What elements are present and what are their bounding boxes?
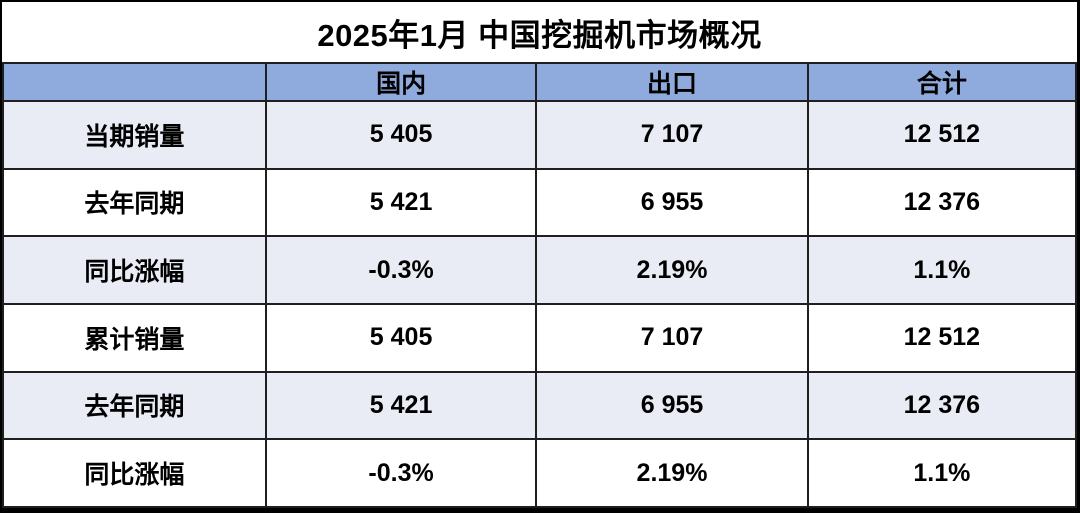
cell-domestic: -0.3% <box>264 438 538 508</box>
header-domestic: 国内 <box>264 62 538 102</box>
table-row-cumulative-sales: 累计销量 5 405 7 107 12 512 <box>2 302 1078 373</box>
cell-export: 6 955 <box>535 370 809 441</box>
table-row-current-sales: 当期销量 5 405 7 107 12 512 <box>2 100 1078 170</box>
cell-total: 1.1% <box>806 438 1078 508</box>
header-export: 出口 <box>535 62 809 102</box>
cell-domestic: 5 405 <box>264 100 538 170</box>
cell-total: 12 376 <box>806 167 1078 238</box>
cell-total: 1.1% <box>806 235 1078 305</box>
cell-total: 12 512 <box>806 302 1078 373</box>
row-label: 去年同期 <box>2 167 267 238</box>
cell-export: 2.19% <box>535 235 809 305</box>
cell-export: 7 107 <box>535 100 809 170</box>
cell-domestic: 5 421 <box>264 370 538 441</box>
cell-export: 7 107 <box>535 302 809 373</box>
row-label: 累计销量 <box>2 302 267 373</box>
table-header-row: 国内 出口 合计 <box>2 62 1078 102</box>
row-label: 同比涨幅 <box>2 438 267 508</box>
table-row-last-year-same-period: 去年同期 5 421 6 955 12 376 <box>2 167 1078 238</box>
page-title: 2025年1月 中国挖掘机市场概况 <box>2 2 1077 62</box>
cell-total: 12 512 <box>806 100 1078 170</box>
row-label: 去年同期 <box>2 370 267 441</box>
row-label: 当期销量 <box>2 100 267 170</box>
cell-export: 6 955 <box>535 167 809 238</box>
row-label: 同比涨幅 <box>2 235 267 305</box>
table-row-yoy-change-cumulative: 同比涨幅 -0.3% 2.19% 1.1% <box>2 438 1078 508</box>
table-row-last-year-same-period-cumulative: 去年同期 5 421 6 955 12 376 <box>2 370 1078 441</box>
cell-domestic: -0.3% <box>264 235 538 305</box>
header-corner-cell <box>2 62 267 102</box>
header-total: 合计 <box>806 62 1078 102</box>
cell-domestic: 5 421 <box>264 167 538 238</box>
cell-domestic: 5 405 <box>264 302 538 373</box>
cell-export: 2.19% <box>535 438 809 508</box>
data-table: 国内 出口 合计 当期销量 5 405 7 107 12 512 去年同期 5 … <box>2 62 1078 508</box>
cell-total: 12 376 <box>806 370 1078 441</box>
table-row-yoy-change: 同比涨幅 -0.3% 2.19% 1.1% <box>2 235 1078 305</box>
